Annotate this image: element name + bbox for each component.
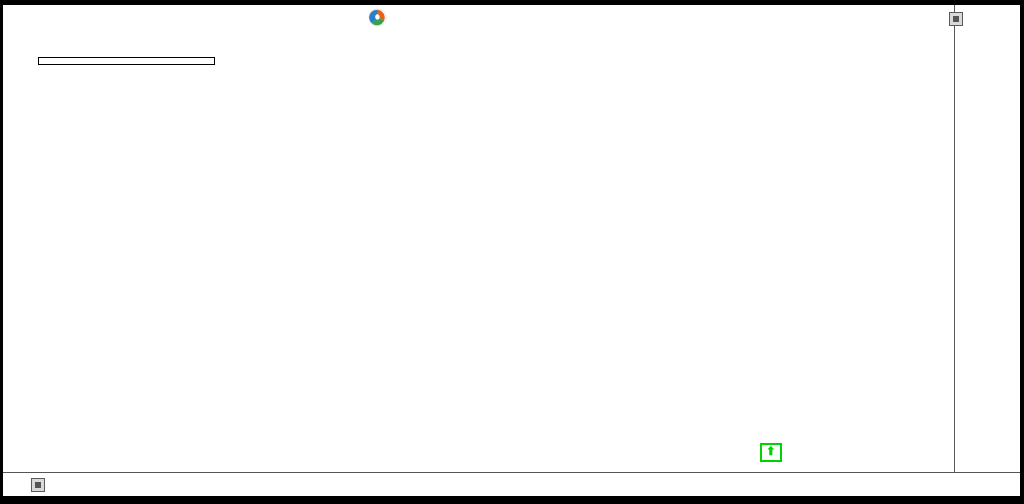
maximize-icon[interactable] — [31, 478, 45, 492]
up-arrow-icon: ⬆ — [766, 446, 776, 458]
maximize-icon[interactable] — [949, 12, 963, 26]
window-frame-right — [1020, 0, 1024, 504]
price-axis[interactable] — [949, 5, 1020, 496]
swirl-logo-icon — [368, 8, 387, 27]
brand-logo — [368, 8, 394, 27]
disclaimer-box — [38, 57, 215, 65]
chart-plot-area[interactable] — [3, 5, 954, 472]
window-frame-top — [0, 0, 1024, 5]
window-frame-bottom — [0, 496, 1024, 504]
right-side-badge[interactable]: ⬆ — [760, 443, 782, 462]
time-axis[interactable] — [3, 472, 1020, 496]
price-series-svg — [3, 5, 954, 472]
window-frame-left — [0, 0, 3, 504]
